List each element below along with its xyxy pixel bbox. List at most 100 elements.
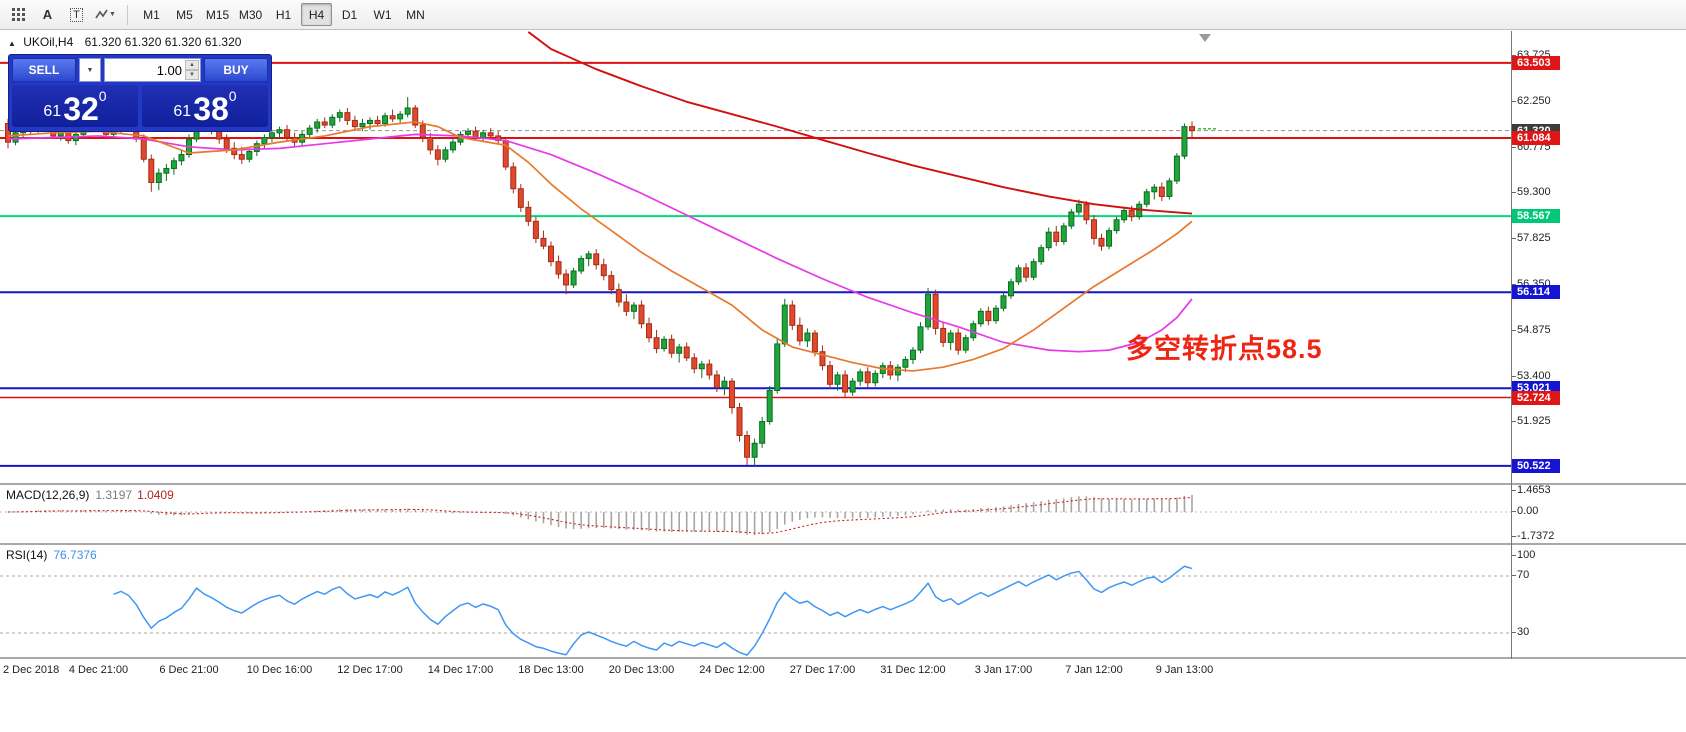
candle-body xyxy=(449,141,456,151)
candle-body xyxy=(487,132,494,137)
candle-body xyxy=(1023,267,1030,278)
time-label: 10 Dec 16:00 xyxy=(246,664,313,676)
candle-body xyxy=(314,121,321,129)
candle-body xyxy=(1128,209,1135,218)
rsi-canvas xyxy=(0,565,1511,656)
sell-price-display[interactable]: 61 32 0 xyxy=(12,85,138,127)
candle-body xyxy=(404,107,411,115)
buy-button[interactable]: BUY xyxy=(204,58,268,82)
rsi-axis-label: 30 xyxy=(1511,626,1530,638)
sell-price-point: 0 xyxy=(98,88,107,104)
macd-panel[interactable]: MACD(12,26,9) 1.3197 1.0409 xyxy=(0,485,1511,543)
mid-ma-magenta-line[interactable] xyxy=(7,133,1193,353)
candle-body xyxy=(646,323,653,339)
symbol-label: UKOil,H4 xyxy=(23,35,74,49)
candle-body xyxy=(585,253,592,260)
price-tick-label: 59.300 xyxy=(1512,186,1551,199)
timeframe-button-m5[interactable]: M5 xyxy=(176,7,193,22)
candle-body xyxy=(155,172,162,183)
text-label-tool-button[interactable]: A xyxy=(33,3,62,27)
panel-splitter[interactable] xyxy=(0,657,1686,659)
timeframe-button-w1[interactable]: W1 xyxy=(373,7,392,22)
price-tick-label: 56.350 xyxy=(1512,277,1551,290)
rsi-panel[interactable]: RSI(14) 76.7376 xyxy=(0,545,1511,657)
candle-body xyxy=(1143,191,1150,205)
panel-splitter[interactable] xyxy=(0,543,1686,545)
chart-shift-marker-icon[interactable] xyxy=(1199,34,1211,42)
buy-price-display[interactable]: 61 38 0 xyxy=(142,85,268,127)
spin-down-icon[interactable]: ▼ xyxy=(185,70,199,80)
timeframe-button-m30[interactable]: M30 xyxy=(238,7,263,22)
rsi-label: RSI(14) 76.7376 xyxy=(6,548,97,562)
candle-body xyxy=(917,326,924,351)
ohlc-values: 61.320 61.320 61.320 61.320 xyxy=(84,35,242,49)
candle-body xyxy=(1030,261,1037,278)
sell-button[interactable]: SELL xyxy=(12,58,76,82)
macd-signal-value: 1.0409 xyxy=(137,488,174,502)
timeframe-button-d1[interactable]: D1 xyxy=(341,7,358,22)
candle-body xyxy=(593,253,600,266)
spin-up-icon[interactable]: ▲ xyxy=(185,60,199,70)
macd-histogram xyxy=(14,494,1193,536)
candle-body xyxy=(683,346,690,359)
one-click-trading-panel: SELL ▼ ▲ ▼ BUY 61 32 0 xyxy=(8,54,272,132)
price-tick-label: 62.250 xyxy=(1512,94,1551,107)
candle-body xyxy=(668,338,675,354)
candle-body xyxy=(1045,231,1052,249)
timeframe-button-m15[interactable]: M15 xyxy=(205,7,230,22)
candle-body xyxy=(872,372,879,384)
timeframe-button-h4[interactable]: H4 xyxy=(301,3,332,26)
candle-body xyxy=(261,136,268,145)
chart-ohlc-header: ▲ UKOil,H4 61.320 61.320 61.320 61.320 xyxy=(8,35,241,49)
chart-annotation-text[interactable]: 多空转折点58.5 xyxy=(1126,334,1323,364)
candle-body xyxy=(819,351,826,367)
candle-body xyxy=(344,112,351,121)
candle-body xyxy=(178,154,185,162)
candle-body xyxy=(1181,126,1188,157)
time-label: 6 Dec 21:00 xyxy=(159,664,219,676)
price-chart-canvas[interactable] xyxy=(0,31,1511,483)
price-badge-61.320: 61.320 xyxy=(1512,123,1560,138)
candle-body xyxy=(517,188,524,208)
price-tick-label: 53.400 xyxy=(1512,369,1551,382)
price-scale-separator xyxy=(1511,31,1512,659)
candle-body xyxy=(163,168,170,174)
timeframe-button-m1[interactable]: M1 xyxy=(143,7,160,22)
macd-axis-label: 1.4653 xyxy=(1512,484,1551,497)
timeframe-group: M1 M5 M15 M30 H1 H4 D1 W1 MN xyxy=(135,3,432,26)
grid-tool-button[interactable] xyxy=(4,3,33,27)
time-axis[interactable]: 2 Dec 2018 4 Dec 21:00 6 Dec 21:00 10 Dec 1… xyxy=(0,659,1511,681)
candle-body xyxy=(570,270,577,286)
text-box-tool-button[interactable]: T xyxy=(62,3,91,27)
candle-body xyxy=(751,442,758,458)
candle-body xyxy=(419,124,426,138)
panel-splitter[interactable] xyxy=(0,483,1686,485)
collapse-arrow-icon[interactable]: ▲ xyxy=(8,39,16,48)
price-badge-53.021: 53.021 xyxy=(1512,381,1560,396)
candle-body xyxy=(1158,186,1165,197)
slow-ma-red-line[interactable] xyxy=(527,31,1193,215)
candle-body xyxy=(442,149,449,160)
price-badge-56.114: 56.114 xyxy=(1512,285,1560,300)
time-label: 3 Jan 17:00 xyxy=(974,664,1033,676)
sell-price-pips: 32 xyxy=(63,90,99,127)
volume-dropdown[interactable]: ▼ xyxy=(79,58,101,82)
fast-ma-orange-line[interactable] xyxy=(7,121,1193,372)
candle-body xyxy=(955,332,962,351)
time-label: 4 Dec 21:00 xyxy=(68,664,129,676)
candle-body xyxy=(1015,267,1022,283)
candle-body xyxy=(1121,209,1128,221)
candle-body xyxy=(962,337,969,351)
timeframe-button-h1[interactable]: H1 xyxy=(275,7,292,22)
candle-body xyxy=(857,371,864,382)
candle-body xyxy=(849,380,856,393)
main-chart-panel[interactable]: ▲ UKOil,H4 61.320 61.320 61.320 61.320 S… xyxy=(0,31,1511,483)
time-label: 9 Jan 13:00 xyxy=(1155,664,1214,676)
time-label: 20 Dec 13:00 xyxy=(608,664,675,676)
shapes-dropdown-button[interactable]: ▼ xyxy=(91,3,120,27)
volume-input[interactable] xyxy=(105,59,200,81)
candle-body xyxy=(253,143,260,152)
candle-body xyxy=(1053,231,1060,242)
timeframe-button-mn[interactable]: MN xyxy=(406,7,425,22)
candle-body xyxy=(359,123,366,128)
